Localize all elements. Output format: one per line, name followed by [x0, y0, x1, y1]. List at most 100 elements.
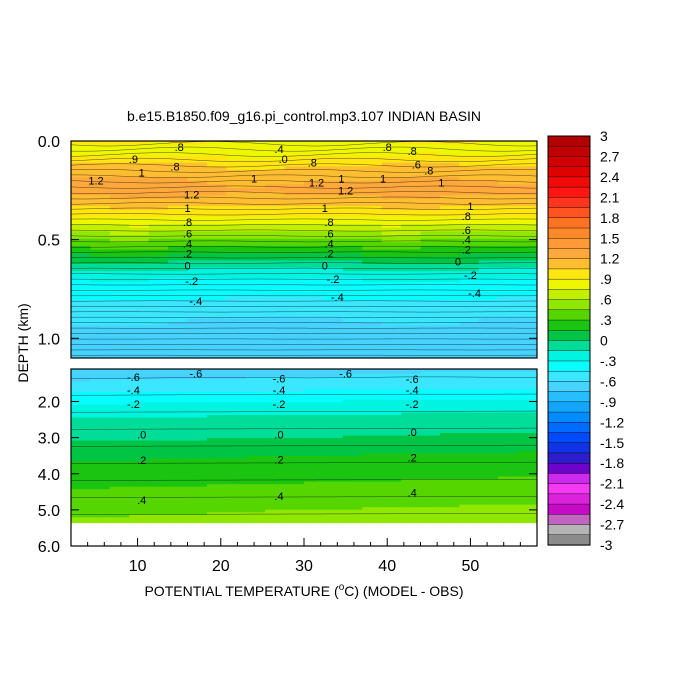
upper-contour-label-15: 1 — [380, 174, 386, 186]
colorbar-swatch-5 — [547, 186, 591, 198]
upper-contour-label-32: .2 — [324, 248, 333, 260]
lower-panel-y-ticks: 2.0 3.0 4.0 5.0 6.0 — [38, 395, 537, 556]
upper-contour-label-39: -.2 — [464, 270, 477, 282]
colorbar-swatch-28 — [547, 422, 591, 434]
upper-contour-label-40: -.4 — [189, 296, 202, 308]
upper-contour-label-0: .8 — [175, 142, 184, 154]
lower-contour-label-5: -.4 — [127, 385, 140, 397]
colorbar-label-6: 1.2 — [600, 251, 620, 267]
colorbar-swatch-34 — [547, 483, 591, 495]
upper-contour-label-17: 1.2 — [184, 189, 199, 201]
x-tick-2: 30 — [295, 558, 313, 575]
lower-contour-label-16: .2 — [408, 453, 417, 465]
upper-contour-label-20: 1 — [322, 203, 328, 215]
x-tick-0: 10 — [129, 558, 147, 575]
lower-contour-label-6: -.4 — [273, 385, 286, 397]
colorbar-swatch-25 — [547, 391, 591, 403]
colorbar-swatch-20 — [547, 340, 591, 352]
lower-contour-label-7: -.4 — [406, 385, 419, 397]
lower-panel-fill — [71, 369, 537, 524]
lower-contour-label-0: -.6 — [127, 372, 140, 384]
colorbar-swatch-31 — [547, 452, 591, 464]
lower-contour-label-1: -.6 — [189, 368, 202, 380]
colorbar-swatch-21 — [547, 350, 591, 362]
upper-contour-label-33: .2 — [462, 245, 471, 257]
x-axis-ticks: 10 20 30 40 50 — [70, 538, 538, 575]
colorbar-label-9: .3 — [600, 312, 612, 328]
lower-y-tick-0: 2.0 — [38, 395, 60, 412]
colorbar-swatch-17 — [547, 309, 591, 321]
colorbar-swatch-3 — [547, 166, 591, 178]
upper-contour-label-29: .4 — [324, 239, 333, 251]
lower-panel-contour-labels: -.6 -.6 -.6 -.6 -.6-.4 -.4 -.4-.2 -.2 -.2.0.0.0.… — [127, 368, 419, 507]
colorbar-label-20: -3 — [600, 537, 613, 553]
colorbar-labels: 3 2.7 2.4 2.1 1.8 1.5 1.2 .9 .6 .3 0 -.3 -.6 -.9 -1.2 -… — [600, 128, 624, 553]
y-axis-label: DEPTH (km) — [15, 303, 31, 382]
upper-contour-label-14: 1 — [338, 174, 344, 186]
lower-contour-label-4: -.6 — [406, 374, 419, 386]
lower-contour-label-13: .0 — [408, 427, 417, 439]
colorbar-label-7: .9 — [600, 271, 612, 287]
colorbar-label-14: -1.2 — [600, 414, 624, 430]
upper-y-tick-2: 1.0 — [38, 331, 60, 348]
upper-panel-frame — [70, 140, 538, 359]
colorbar-swatch-29 — [547, 432, 591, 444]
lower-contour-label-15: .2 — [274, 454, 283, 466]
colorbar-swatch-8 — [547, 217, 591, 229]
upper-contour-label-1: .4 — [274, 144, 283, 156]
lower-contour-label-10: -.2 — [406, 399, 419, 411]
colorbar-swatch-32 — [547, 463, 591, 475]
upper-contour-label-37: -.2 — [185, 276, 198, 288]
colorbar-swatch-24 — [547, 381, 591, 393]
upper-contour-label-7: .8 — [170, 162, 179, 174]
upper-panel-y-ticks: 0.00.51.0 — [38, 134, 537, 348]
colorbar-swatch-6 — [547, 197, 591, 209]
upper-contour-label-22: .8 — [183, 217, 192, 229]
chart-title: b.e15.B1850.f09_g16.pi_control.mp3.107 I… — [127, 108, 481, 124]
colorbar-swatch-16 — [547, 299, 591, 311]
lower-contour-label-14: .2 — [137, 455, 146, 467]
upper-contour-label-34: 0 — [184, 260, 190, 272]
lower-panel: -.6 -.6 -.6 -.6 -.6-.4 -.4 -.4-.2 -.2 -.2.0.0.0.… — [38, 368, 538, 575]
lower-y-tick-3: 5.0 — [38, 503, 60, 520]
colorbar-swatch-10 — [547, 238, 591, 250]
colorbar-label-5: 1.5 — [600, 230, 620, 246]
colorbar-label-16: -1.8 — [600, 455, 624, 471]
lower-contour-label-3: -.6 — [339, 368, 352, 380]
upper-contour-label-42: -.4 — [468, 288, 481, 300]
upper-contour-label-11: 1 — [139, 168, 145, 180]
colorbar-label-1: 2.7 — [600, 148, 620, 164]
upper-y-tick-0: 0.0 — [38, 134, 60, 151]
lower-y-tick-4: 6.0 — [38, 539, 60, 556]
lower-y-tick-1: 3.0 — [38, 431, 60, 448]
upper-panel-contours — [71, 141, 537, 356]
upper-contour-label-28: .4 — [183, 239, 192, 251]
upper-contour-label-30: .4 — [462, 235, 471, 247]
lower-y-tick-2: 4.0 — [38, 467, 60, 484]
colorbar-swatch-22 — [547, 360, 591, 372]
colorbar-label-12: -.6 — [600, 373, 617, 389]
colorbar-label-8: .6 — [600, 292, 612, 308]
lower-contour-label-9: -.2 — [273, 399, 286, 411]
x-axis-label: POTENTIAL TEMPERATURE (oC) (MODEL - OBS) — [144, 582, 463, 599]
lower-contour-label-17: .4 — [137, 495, 146, 507]
x-tick-4: 50 — [462, 558, 480, 575]
colorbar-label-3: 2.1 — [600, 189, 620, 205]
lower-panel-contours — [71, 376, 537, 515]
lower-contour-label-8: -.2 — [127, 399, 140, 411]
upper-contour-label-38: -.2 — [327, 274, 340, 286]
colorbar-label-2: 2.4 — [600, 169, 620, 185]
upper-contour-label-41: -.4 — [331, 292, 344, 304]
upper-contour-label-4: .9 — [129, 154, 138, 166]
upper-contour-label-13: 1.2 — [309, 177, 324, 189]
upper-contour-label-27: .6 — [462, 225, 471, 237]
colorbar-swatch-2 — [547, 156, 591, 168]
colorbar-swatch-1 — [547, 146, 591, 158]
upper-contour-label-2: .8 — [383, 142, 392, 154]
colorbar-label-4: 1.8 — [600, 210, 620, 226]
colorbar-swatch-35 — [547, 493, 591, 505]
colorbar-label-13: -.9 — [600, 394, 617, 410]
colorbar-swatch-33 — [547, 473, 591, 485]
colorbar-label-10: 0 — [600, 333, 608, 349]
